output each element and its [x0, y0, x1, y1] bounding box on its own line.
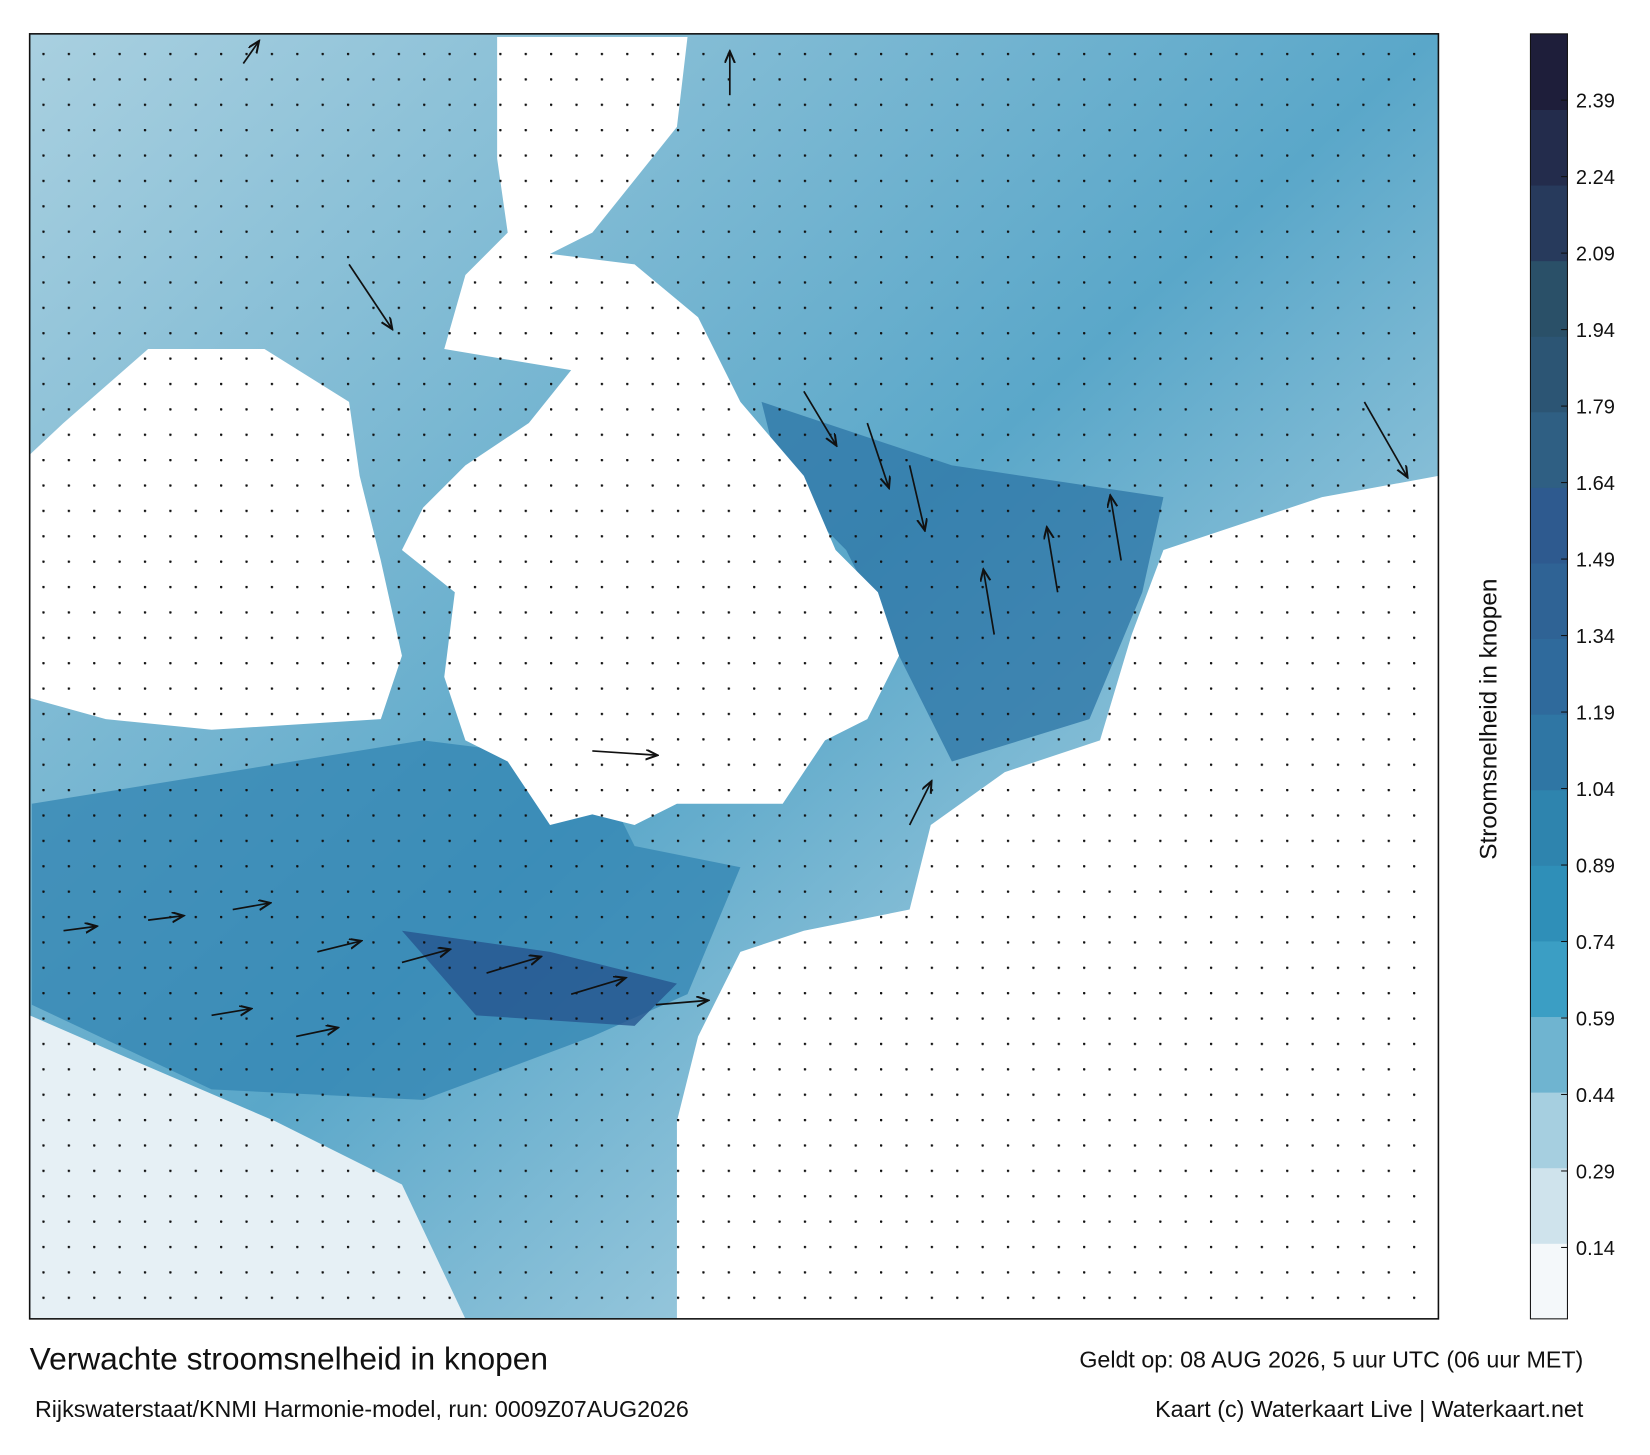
- colorbar-tick-label: 0.44: [1576, 1085, 1615, 1107]
- colorbar-tick-label: 0.59: [1576, 1008, 1615, 1030]
- colorbar-tick-label: 1.79: [1576, 396, 1615, 418]
- colorbar-band: [1530, 336, 1568, 413]
- colorbar-tick-label: 0.89: [1576, 855, 1615, 877]
- valid-time: Geldt op: 08 AUG 2026, 5 uur UTC (06 uur…: [1079, 1347, 1583, 1373]
- colorbar-band: [1530, 185, 1568, 262]
- colorbar-band: [1530, 1243, 1568, 1320]
- colorbar-band: [1530, 109, 1568, 186]
- title: Verwachte stroomsnelheid in knopen: [30, 1341, 548, 1377]
- colorbar-tick-label: 1.19: [1576, 702, 1615, 724]
- colorbar-band: [1530, 940, 1568, 1018]
- colorbar-band: [1530, 714, 1568, 791]
- colorbar-tick-label: 0.14: [1576, 1238, 1615, 1260]
- credit: Kaart (c) Waterkaart Live | Waterkaart.n…: [1155, 1396, 1584, 1422]
- grid-dots: [29, 33, 1439, 1319]
- current-arrows: [63, 42, 1407, 1038]
- colorbar-band: [1530, 33, 1568, 110]
- colorbar-band: [1530, 638, 1568, 715]
- colorbar-frame: [1529, 33, 1568, 1320]
- map-area: [28, 33, 1440, 1320]
- colorbar-tick-label: 1.64: [1576, 473, 1615, 495]
- colorbar-band: [1530, 411, 1568, 488]
- colorbar-band: [1530, 1092, 1568, 1169]
- map-frame: [28, 33, 1440, 1320]
- colorbar-label: Stroomsnelheid in knopen: [1476, 579, 1503, 860]
- colorbar-band: [1530, 1016, 1568, 1093]
- colorbar-tick-label: 1.49: [1576, 549, 1615, 571]
- colorbar: 0.14 0.29 0.44 0.59 0.74 0.89 1.04 1.19 1.34 1.49…: [1529, 33, 1615, 1320]
- colorbar-band: [1530, 260, 1568, 337]
- colorbar-tick-label: 0.29: [1576, 1161, 1615, 1183]
- colorbar-band: [1530, 487, 1568, 564]
- colorbar-band: [1530, 562, 1568, 640]
- source: Rijkswaterstaat/KNMI Harmonie-model, run…: [35, 1396, 689, 1422]
- colorbar-tick-label: 2.09: [1576, 244, 1615, 266]
- colorbar-band: [1530, 865, 1568, 942]
- colorbar-band: [1530, 1167, 1568, 1244]
- colorbar-band: [1530, 789, 1568, 866]
- colorbar-tick-label: 1.34: [1576, 626, 1615, 648]
- colorbar-tick-label: 1.04: [1576, 779, 1615, 801]
- colorbar-tick-label: 2.39: [1576, 91, 1615, 113]
- colorbar-tick-label: 0.74: [1576, 932, 1615, 954]
- colorbar-tick-label: 2.24: [1576, 167, 1615, 189]
- colorbar-tick-label: 1.94: [1576, 320, 1615, 342]
